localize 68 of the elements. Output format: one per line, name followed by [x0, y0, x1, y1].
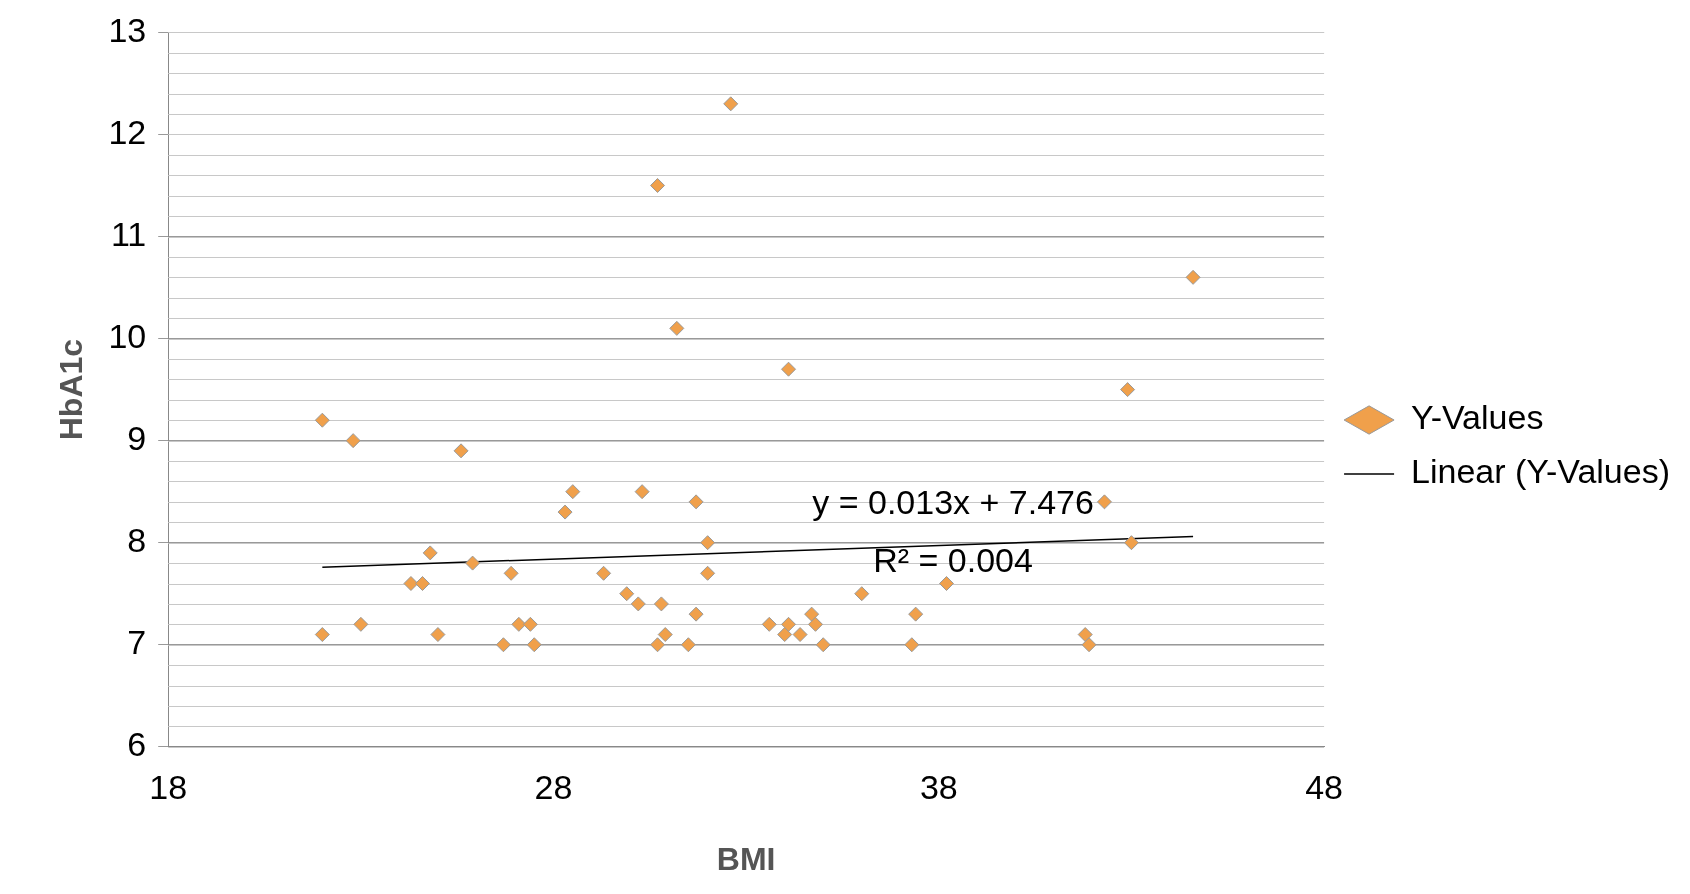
annotation: y = 0.013x + 7.476 [812, 482, 1094, 521]
point [939, 576, 954, 592]
legend-label: Linear (Y-Values) [1411, 452, 1670, 491]
y-tick-label: 7 [127, 623, 147, 662]
point [815, 637, 831, 653]
point [680, 637, 696, 653]
point [723, 96, 739, 112]
point [904, 637, 920, 653]
point [669, 320, 685, 336]
point [761, 616, 777, 632]
point [619, 586, 635, 602]
y-tick-label: 12 [108, 112, 147, 151]
point [630, 596, 646, 612]
y-tick-label: 9 [127, 419, 147, 457]
point [503, 565, 519, 581]
y-tick-label: 10 [108, 316, 147, 355]
point [465, 555, 481, 571]
point [792, 627, 808, 643]
point [522, 616, 538, 632]
point [1096, 494, 1112, 510]
point [908, 606, 924, 622]
point [314, 412, 330, 428]
point [557, 504, 573, 520]
x-tick-label: 28 [534, 767, 573, 806]
x-tick-label: 48 [1305, 767, 1343, 806]
point [700, 565, 716, 581]
point [495, 637, 511, 653]
point [781, 361, 797, 377]
point [422, 545, 438, 561]
point [653, 596, 669, 612]
point [345, 433, 361, 449]
y-tick-label: 6 [127, 725, 147, 764]
point [403, 576, 419, 592]
annotation: R² = 0.004 [873, 540, 1033, 579]
point [634, 484, 650, 500]
point [415, 576, 431, 592]
point [1120, 382, 1136, 398]
point [777, 627, 793, 643]
y-tick-label: 11 [110, 214, 147, 253]
point [453, 443, 469, 459]
y-tick-label: 13 [108, 10, 147, 49]
point [314, 627, 330, 643]
point [596, 565, 612, 581]
point [1185, 269, 1201, 285]
point [565, 484, 581, 500]
y-tick-label: 8 [127, 521, 147, 560]
point [688, 494, 704, 510]
x-tick-label: 38 [919, 767, 958, 806]
point [353, 616, 369, 632]
x-tick-label: 18 [149, 767, 188, 806]
point [700, 535, 716, 551]
point [430, 627, 446, 643]
point [526, 637, 542, 653]
point [650, 177, 666, 193]
point [804, 606, 820, 622]
point [854, 586, 870, 602]
x-axis-title: BMI [716, 840, 776, 877]
point [657, 627, 673, 643]
point [1077, 627, 1093, 643]
point [1081, 637, 1097, 653]
point [808, 616, 823, 632]
y-axis-title: HbA1c [53, 338, 90, 441]
point [688, 606, 704, 622]
point [650, 637, 666, 653]
legend-label: Y-Values [1411, 398, 1544, 437]
point [511, 616, 527, 632]
point [1123, 535, 1139, 551]
point [781, 616, 797, 632]
